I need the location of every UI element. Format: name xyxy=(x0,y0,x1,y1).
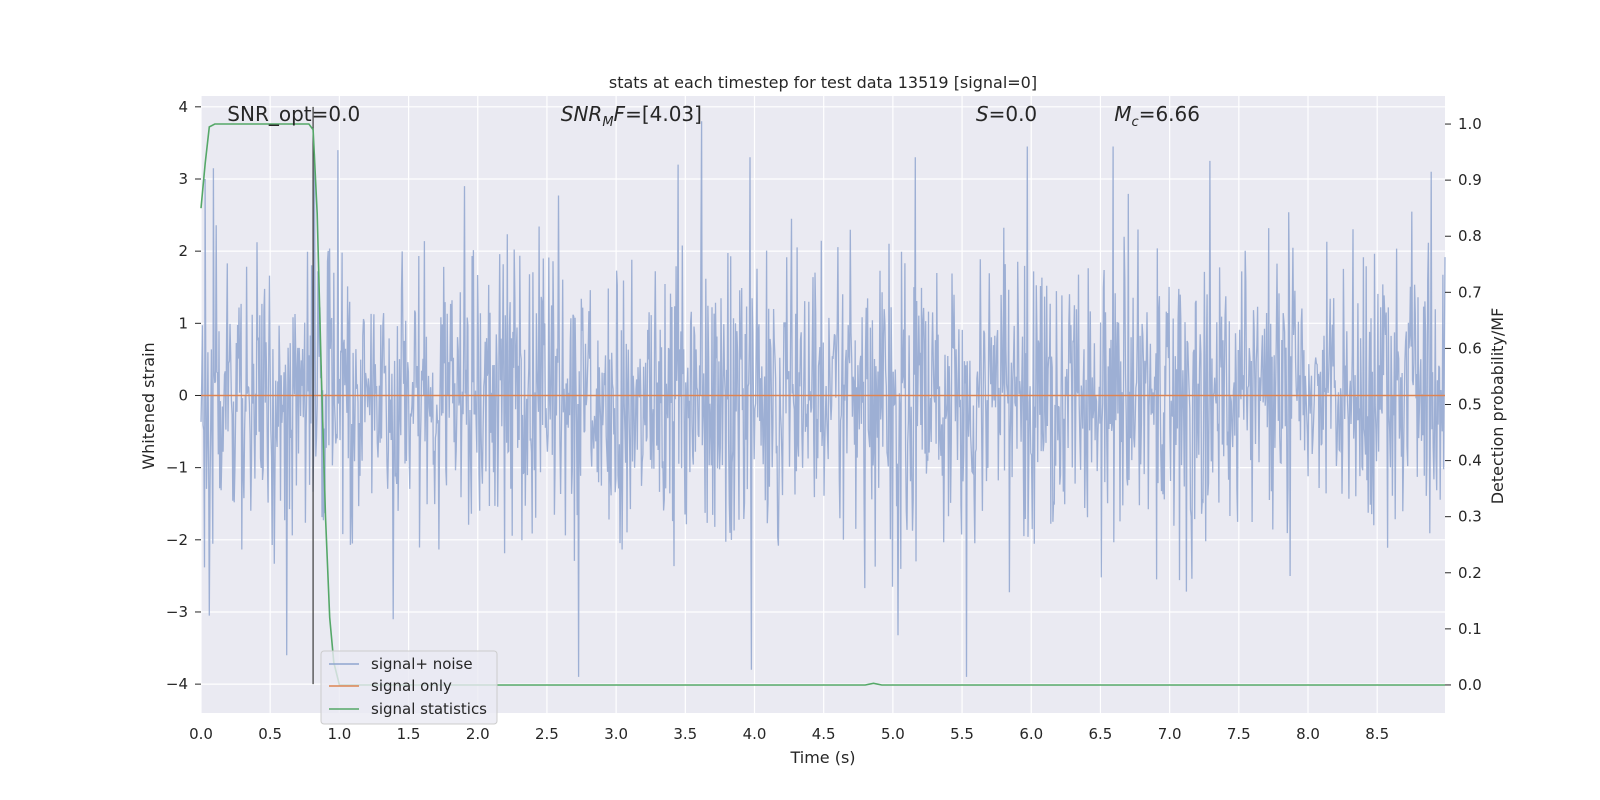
legend-label-signal-only: signal only xyxy=(371,677,452,695)
y2-tick-label: 0.5 xyxy=(1458,396,1482,414)
y2-tick-label: 1.0 xyxy=(1458,115,1482,133)
y-tick-label: −3 xyxy=(166,603,188,621)
y-tick-label: −4 xyxy=(166,675,188,693)
y-tick-label: 4 xyxy=(178,98,188,116)
x-tick-label: 1.0 xyxy=(327,725,351,743)
series-signal-noise xyxy=(200,121,1446,677)
y2-tick-label: 0.3 xyxy=(1458,508,1482,526)
x-tick-label: 2.0 xyxy=(466,725,490,743)
x-tick-label: 3.5 xyxy=(673,725,697,743)
legend-label-signal-noise: signal+ noise xyxy=(371,655,473,673)
y-tick-label: 1 xyxy=(178,314,188,332)
y2-tick-label: 0.0 xyxy=(1458,676,1482,694)
y-tick-label: −2 xyxy=(166,531,188,549)
x-tick-label: 7.0 xyxy=(1158,725,1182,743)
y-tick-label: 0 xyxy=(178,386,188,404)
y-tick-label: 3 xyxy=(178,170,188,188)
x-tick-labels: 0.0 0.5 1.0 1.5 2.0 2.5 3.0 3.5 4.0 4.5 5.0 5.5 6.0 6… xyxy=(189,725,1389,743)
x-tick-label: 0.0 xyxy=(189,725,213,743)
x-tick-label: 1.5 xyxy=(397,725,421,743)
x-tick-label: 5.5 xyxy=(950,725,974,743)
annotation-text: S=0.0 xyxy=(976,102,1037,126)
y2-tick-label: 0.7 xyxy=(1458,283,1482,301)
x-axis-label: Time (s) xyxy=(789,748,855,767)
y2-tick-label: 0.6 xyxy=(1458,339,1482,357)
x-tick-label: 8.5 xyxy=(1365,725,1389,743)
y-axis-label: Whitened strain xyxy=(139,342,158,469)
x-tick-label: 5.0 xyxy=(881,725,905,743)
x-tick-label: 7.5 xyxy=(1227,725,1251,743)
annotations: SNR_opt=0.0 SNRMF=[4.03] S=0.0 Mc=6.66 xyxy=(227,102,1200,130)
x-tick-label: 8.0 xyxy=(1296,725,1320,743)
x-tick-label: 0.5 xyxy=(258,725,282,743)
x-tick-label: 6.5 xyxy=(1089,725,1113,743)
y2-tick-label: 0.1 xyxy=(1458,620,1482,638)
x-tick-label: 4.0 xyxy=(743,725,767,743)
legend-label-signal-statistics: signal statistics xyxy=(371,700,487,718)
legend-box xyxy=(320,650,498,725)
y-tick-label: 2 xyxy=(178,242,188,260)
x-tick-label: 4.5 xyxy=(812,725,836,743)
y2-tick-label: 0.9 xyxy=(1458,171,1482,189)
chart-title: stats at each timestep for test data 135… xyxy=(609,73,1037,92)
y2-tick-label: 0.4 xyxy=(1458,452,1482,470)
y-tick-label: −1 xyxy=(166,459,188,477)
y2-tick-labels: 1.0 0.9 0.8 0.7 0.6 0.5 0.4 0.3 0.2 0.1 0.0 xyxy=(1445,115,1482,694)
annotation-text: SNRMF=[4.03] xyxy=(561,102,702,130)
x-tick-label: 6.0 xyxy=(1019,725,1043,743)
y2-axis-label: Detection probability/MF xyxy=(1488,308,1507,505)
y-tick-labels: 4 3 2 1 0 −1 −2 −3 −4 xyxy=(166,98,201,693)
annotation-text: SNR_opt=0.0 xyxy=(227,102,360,126)
y2-tick-label: 0.2 xyxy=(1458,564,1482,582)
y2-tick-label: 0.8 xyxy=(1458,227,1482,245)
legend: signal+ noise signal only signal statist… xyxy=(320,650,498,725)
annotation-text: Mc=6.66 xyxy=(1114,102,1200,130)
x-tick-label: 3.0 xyxy=(604,725,628,743)
x-tick-label: 2.5 xyxy=(535,725,559,743)
